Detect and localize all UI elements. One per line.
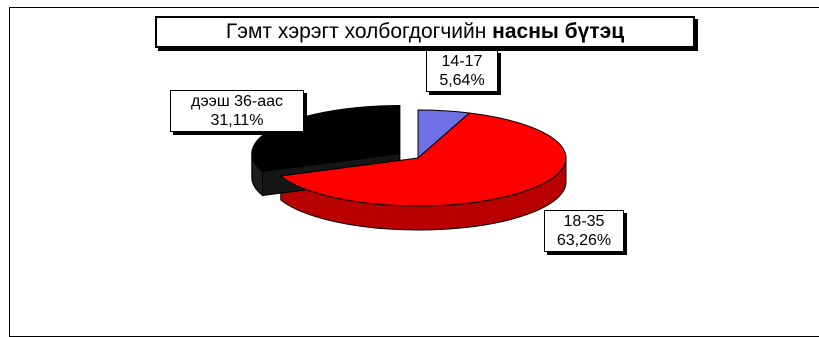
title-bold: насны бүтэц	[492, 20, 625, 43]
title-regular: Гэмт хэрэгт холбогдогчийн	[225, 20, 493, 43]
slice-percent: 63,26%	[556, 232, 612, 249]
slice-percent: 5,64%	[439, 72, 485, 89]
slice-category: 18-35	[563, 213, 605, 230]
slice-percent: 31,11%	[210, 112, 264, 129]
chart-title: Гэмт хэрэгт холбогдогчийн насны бүтэц	[155, 16, 695, 48]
pie-slice-18-35	[279, 112, 567, 207]
slice-label-36-plus: дээш 36-аас 31,11%	[170, 90, 304, 132]
pie-chart	[251, 105, 567, 231]
slice-label-18-35: 18-35 63,26%	[544, 210, 624, 252]
slice-category: 14-17	[441, 53, 483, 70]
slice-label-14-17: 14-17 5,64%	[426, 50, 498, 92]
slice-category: дээш 36-аас	[190, 93, 284, 110]
